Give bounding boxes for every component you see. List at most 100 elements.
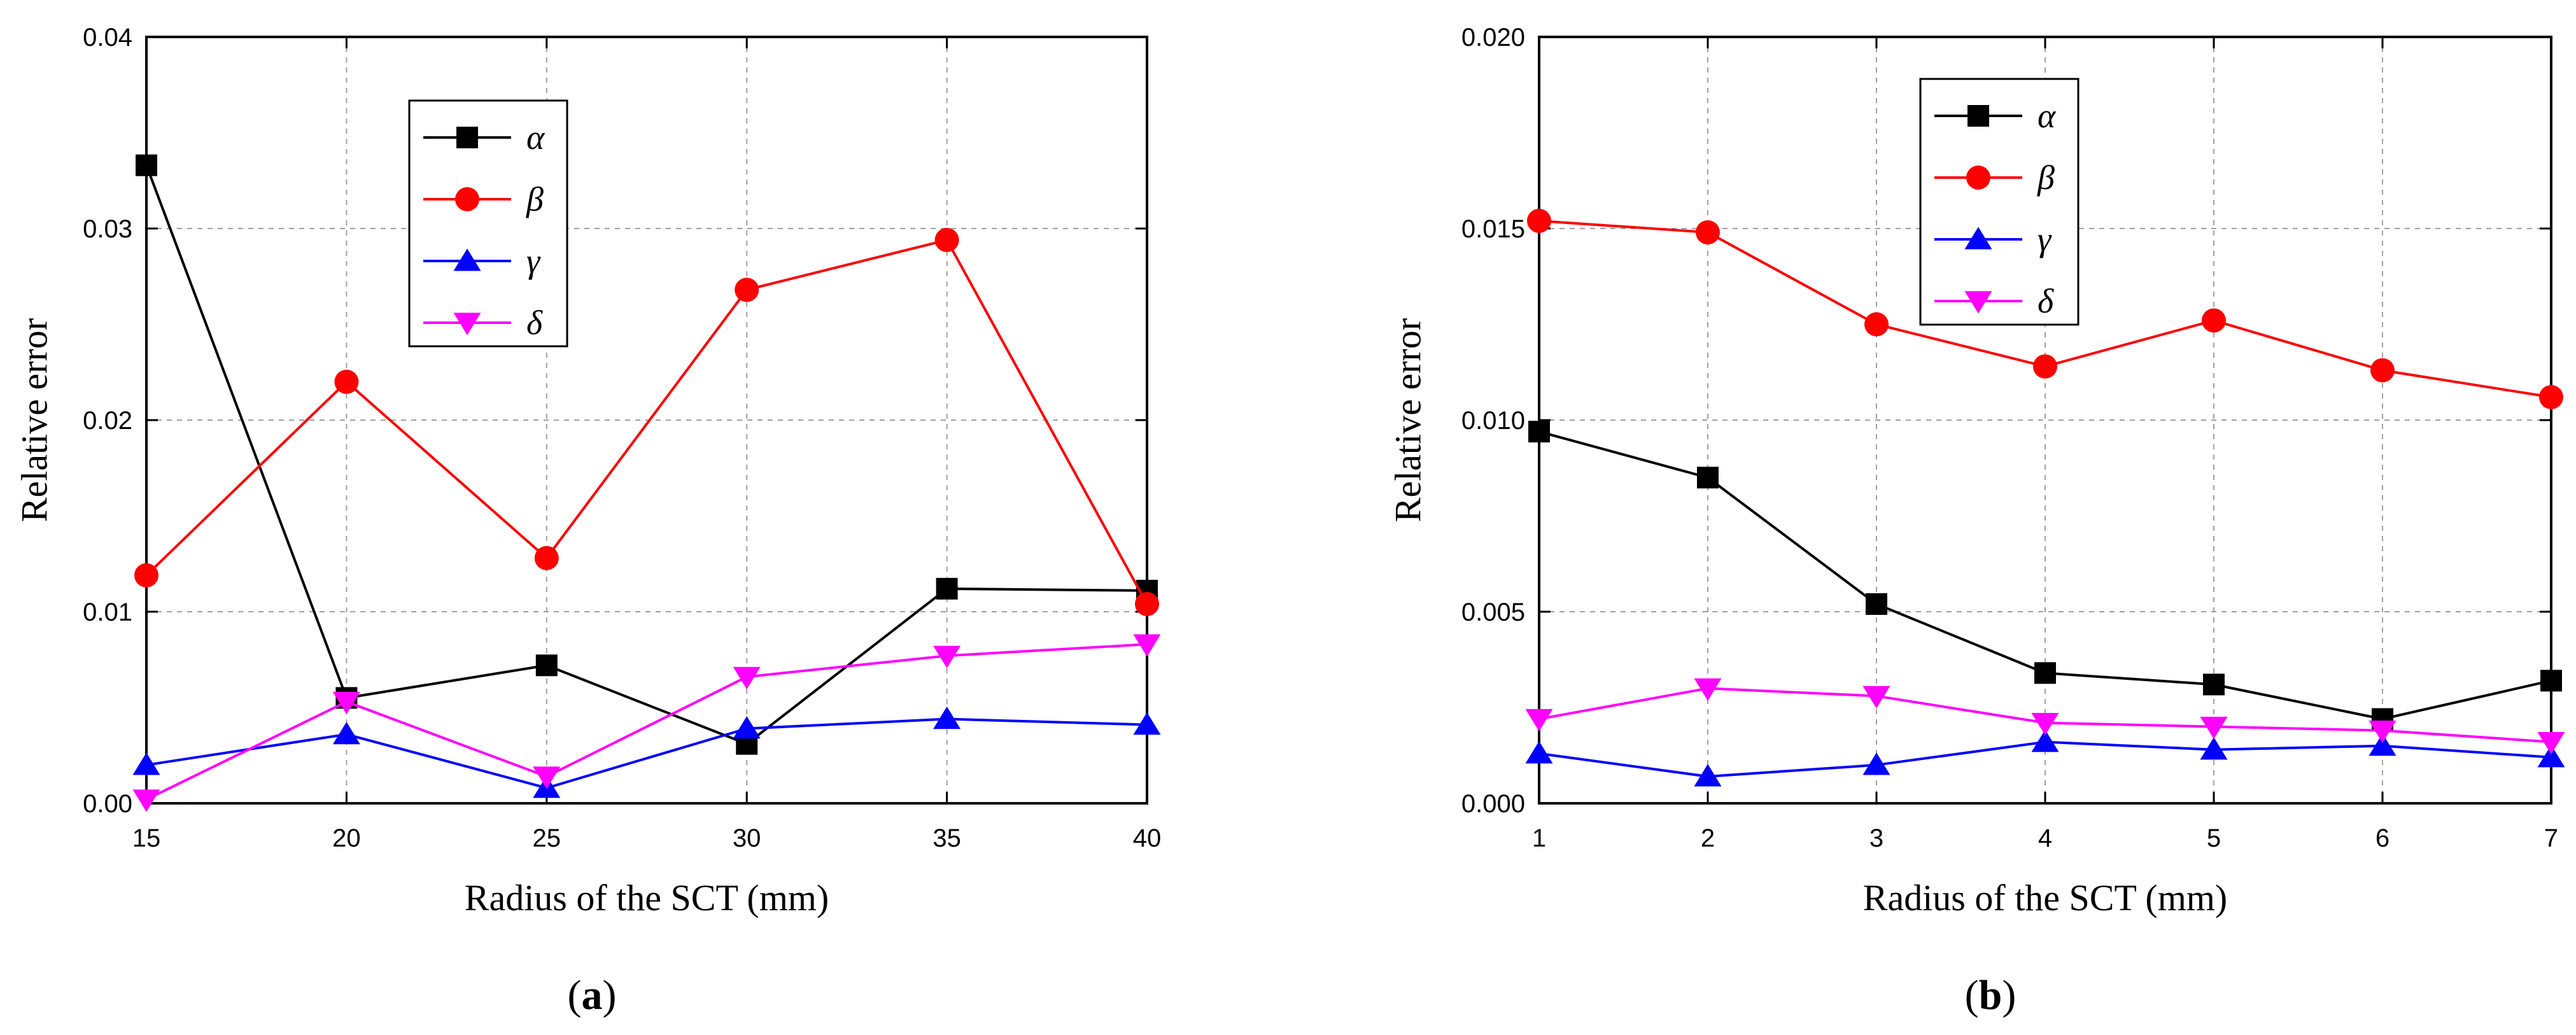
x-tick-label: 4	[2038, 824, 2052, 852]
data-point	[132, 789, 160, 812]
legend-marker	[1964, 291, 1992, 314]
legend-marker	[1964, 227, 1992, 250]
data-point	[332, 691, 360, 715]
data-point	[1528, 421, 1550, 443]
x-tick-label: 5	[2207, 824, 2221, 852]
data-point	[1694, 764, 1722, 787]
legend-label: γ	[2038, 220, 2052, 258]
data-point	[2033, 354, 2057, 379]
x-tick-label: 1	[1532, 824, 1546, 852]
legend-box	[1919, 78, 2080, 326]
data-point	[2368, 733, 2397, 756]
data-point	[2031, 712, 2059, 736]
x-axis-title: Radius of the SCT (mm)	[465, 877, 829, 919]
data-point	[2031, 729, 2059, 752]
data-point	[2200, 737, 2228, 760]
y-tick-label: 0.005	[1461, 598, 1525, 626]
data-point	[2370, 358, 2395, 383]
legend-label: α	[2038, 97, 2057, 135]
data-point	[534, 546, 559, 570]
x-tick-label: 2	[1701, 824, 1715, 852]
data-point	[134, 563, 158, 588]
series-3	[1525, 678, 2565, 755]
y-tick-label: 0.020	[1461, 24, 1525, 52]
legend-marker	[456, 127, 478, 148]
data-point	[2540, 670, 2562, 692]
panel-caption: (a)	[568, 972, 617, 1018]
data-point	[136, 154, 157, 176]
legend-item: β	[423, 180, 544, 218]
data-point	[533, 766, 561, 789]
series-1	[134, 228, 1159, 616]
data-point	[1866, 593, 1887, 615]
x-tick-label: 20	[332, 824, 361, 852]
data-point	[1527, 208, 1551, 233]
data-point	[934, 228, 959, 253]
data-point	[2537, 745, 2565, 768]
data-point	[1696, 220, 1720, 245]
data-point	[332, 722, 360, 745]
legend-marker	[455, 187, 479, 211]
legend-item: β	[1934, 158, 2055, 197]
legend-item: γ	[1934, 220, 2052, 258]
series-3	[132, 634, 1161, 812]
series-0	[136, 154, 1158, 755]
data-point	[1697, 467, 1719, 489]
legend-item: α	[423, 118, 545, 157]
data-point	[1133, 634, 1161, 657]
legend-item: δ	[1934, 282, 2054, 320]
x-tick-label: 7	[2544, 824, 2558, 852]
chart-b: 1 2 3 4 5 6 7 0.000 0.005 0.010 0.015 0.020 Radius o…	[1387, 24, 2565, 1018]
legend-label: α	[526, 118, 545, 157]
data-point	[2034, 662, 2056, 684]
data-point	[1694, 678, 1722, 701]
legend-label: β	[2037, 158, 2055, 197]
data-point	[2537, 732, 2565, 755]
panel-caption: (b)	[1965, 972, 2016, 1018]
data-point	[1525, 741, 1553, 764]
legend-item: δ	[423, 304, 543, 342]
chart-a: 15 20 25 30 35 40 0.00 0.01 0.02 0.03 0.04 Radius o…	[13, 24, 1161, 1018]
x-tick-label: 25	[533, 824, 561, 852]
y-tick-label: 0.02	[83, 407, 132, 435]
y-tick-label: 0.03	[83, 215, 132, 243]
x-axis-title: Radius of the SCT (mm)	[1863, 877, 2227, 919]
y-tick-label: 0.04	[83, 24, 132, 52]
y-tick-label: 0.015	[1461, 215, 1525, 243]
series-2	[132, 707, 1161, 798]
caption-close-paren: )	[603, 972, 617, 1018]
data-point	[735, 278, 759, 302]
x-tick-label: 3	[1869, 824, 1883, 852]
series-line	[145, 164, 1148, 745]
data-point	[733, 716, 761, 739]
data-point	[1862, 752, 1890, 775]
x-tick-label: 15	[132, 824, 161, 852]
data-point	[2200, 716, 2228, 740]
data-point	[1525, 708, 1553, 732]
y-tick-label: 0.000	[1461, 790, 1525, 818]
legend-label: γ	[526, 242, 541, 280]
data-point	[2539, 384, 2563, 409]
data-point	[933, 645, 961, 668]
series-line	[146, 717, 1148, 789]
caption-letter: a	[582, 972, 603, 1018]
data-point	[1135, 591, 1159, 616]
series-0	[1528, 421, 2562, 730]
series-line	[146, 643, 1148, 801]
legend-item: α	[1934, 97, 2057, 135]
data-point	[1862, 686, 1890, 708]
data-point	[1864, 312, 1889, 337]
legend-marker	[1966, 165, 1990, 190]
series-1	[1527, 208, 2563, 409]
legend-label: δ	[526, 304, 543, 342]
data-point	[535, 654, 558, 677]
legend-box	[408, 99, 568, 348]
data-point	[132, 752, 160, 775]
legend-marker	[1967, 105, 1989, 127]
data-point	[2202, 308, 2226, 333]
data-point	[936, 577, 958, 600]
x-tick-label: 6	[2375, 824, 2389, 852]
caption-open-paren: (	[568, 972, 582, 1018]
series-line	[145, 238, 1148, 605]
